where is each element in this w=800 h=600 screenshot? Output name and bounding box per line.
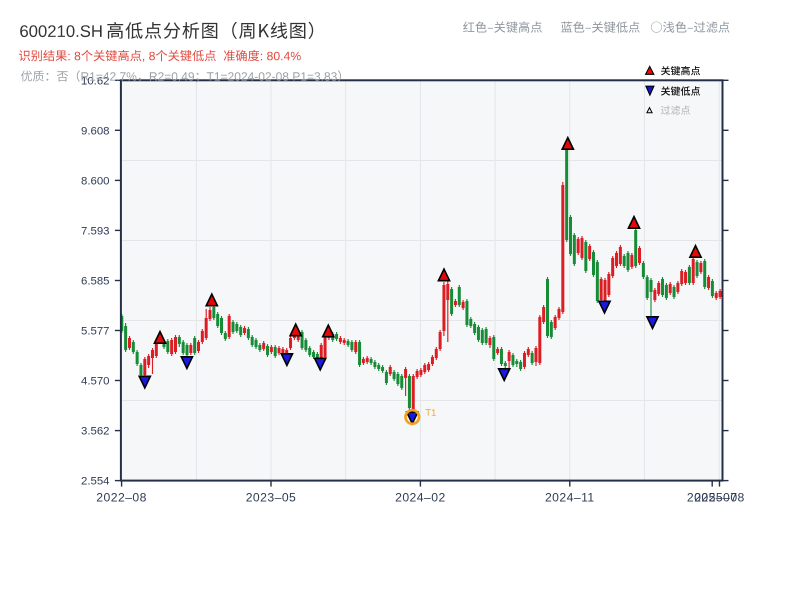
svg-text:2024–11: 2024–11	[545, 490, 595, 504]
svg-text:2022–08: 2022–08	[96, 490, 147, 504]
svg-text:9.608: 9.608	[81, 125, 110, 137]
svg-text:6.585: 6.585	[81, 276, 110, 288]
svg-text:8.600: 8.600	[81, 176, 110, 188]
svg-text:3.562: 3.562	[81, 426, 110, 438]
svg-text:10.62: 10.62	[81, 75, 110, 87]
svg-text:7.593: 7.593	[81, 226, 110, 238]
svg-text:2024–02: 2024–02	[395, 490, 446, 504]
svg-text:2025–07: 2025–07	[687, 490, 738, 504]
svg-text:2025–08: 2025–08	[694, 490, 745, 504]
svg-text:4.570: 4.570	[81, 376, 110, 388]
svg-text:2.554: 2.554	[81, 476, 110, 488]
svg-text:2023–05: 2023–05	[246, 490, 297, 504]
svg-text:5.577: 5.577	[81, 326, 110, 338]
